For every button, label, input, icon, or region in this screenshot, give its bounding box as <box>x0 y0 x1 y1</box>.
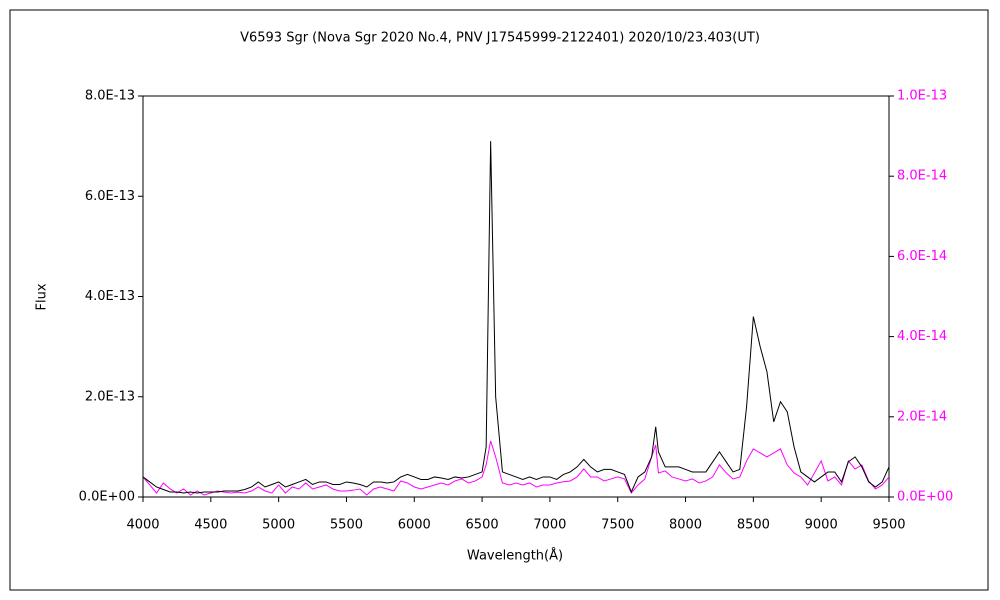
y-axis-label: Flux <box>35 283 50 310</box>
y2-tick-label: 6.0E-14 <box>897 249 947 264</box>
x-tick-label: 6500 <box>466 518 499 533</box>
y-tick-label: 4.0E-13 <box>85 289 135 304</box>
chart-title: V6593 Sgr (Nova Sgr 2020 No.4, PNV J1754… <box>240 31 760 46</box>
x-tick-label: 8000 <box>669 518 702 533</box>
chart-frame <box>9 9 989 591</box>
x-tick-label: 7000 <box>533 518 566 533</box>
x-axis-label: Wavelength(Å) <box>467 548 563 564</box>
y-tick-label: 6.0E-13 <box>85 189 135 204</box>
x-tick-label: 4000 <box>126 518 159 533</box>
y-tick-label: 2.0E-13 <box>85 389 135 404</box>
data-line <box>143 141 889 494</box>
y-tick-label: 8.0E-13 <box>85 89 135 104</box>
x-tick-label: 9500 <box>872 518 905 533</box>
x-tick-label: 9000 <box>805 518 838 533</box>
x-tick-label: 8500 <box>737 518 770 533</box>
data-line <box>143 440 889 496</box>
y2-tick-label: 8.0E-14 <box>897 169 947 184</box>
y2-tick-label: 4.0E-14 <box>897 329 947 344</box>
y-tick-label: 0.0E+00 <box>79 490 135 505</box>
x-tick-label: 4500 <box>194 518 227 533</box>
x-tick-label: 5000 <box>262 518 295 533</box>
y2-tick-label: 2.0E-14 <box>897 409 947 424</box>
x-tick-label: 5500 <box>330 518 363 533</box>
x-tick-label: 7500 <box>601 518 634 533</box>
x-tick-label: 6000 <box>398 518 431 533</box>
y2-tick-label: 0.0E+00 <box>897 490 953 505</box>
lines <box>143 141 889 496</box>
y2-tick-label: 1.0E-13 <box>897 89 947 104</box>
